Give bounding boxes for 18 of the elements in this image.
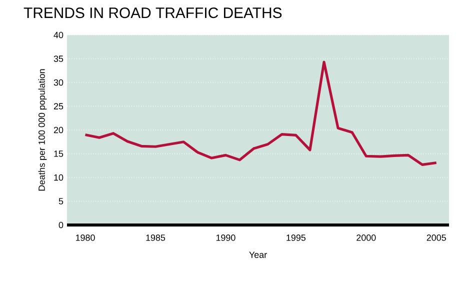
y-tick-label: 0 [58, 222, 64, 228]
x-tick-label: 1995 [286, 234, 306, 241]
y-tick-label: 35 [54, 56, 64, 62]
x-tick-label: 1980 [76, 234, 95, 241]
x-tick-label: 1985 [146, 234, 166, 241]
y-axis-title: Deaths per 100 000 population [38, 69, 47, 191]
chart-title: TRENDS IN ROAD TRAFFIC DEATHS [24, 8, 282, 18]
y-tick-label: 5 [58, 198, 64, 204]
x-tick-label: 1990 [216, 234, 236, 241]
y-tick-label: 30 [54, 79, 64, 86]
y-tick-label: 15 [54, 150, 64, 157]
x-tick-label: 2005 [426, 234, 446, 241]
x-tick-label: 2000 [356, 234, 376, 241]
y-tick-label: 20 [54, 126, 64, 134]
y-tick-label: 40 [54, 32, 64, 38]
x-axis-title: Year [249, 252, 267, 258]
y-tick-label: 25 [54, 103, 64, 110]
y-tick-label: 10 [54, 174, 64, 181]
